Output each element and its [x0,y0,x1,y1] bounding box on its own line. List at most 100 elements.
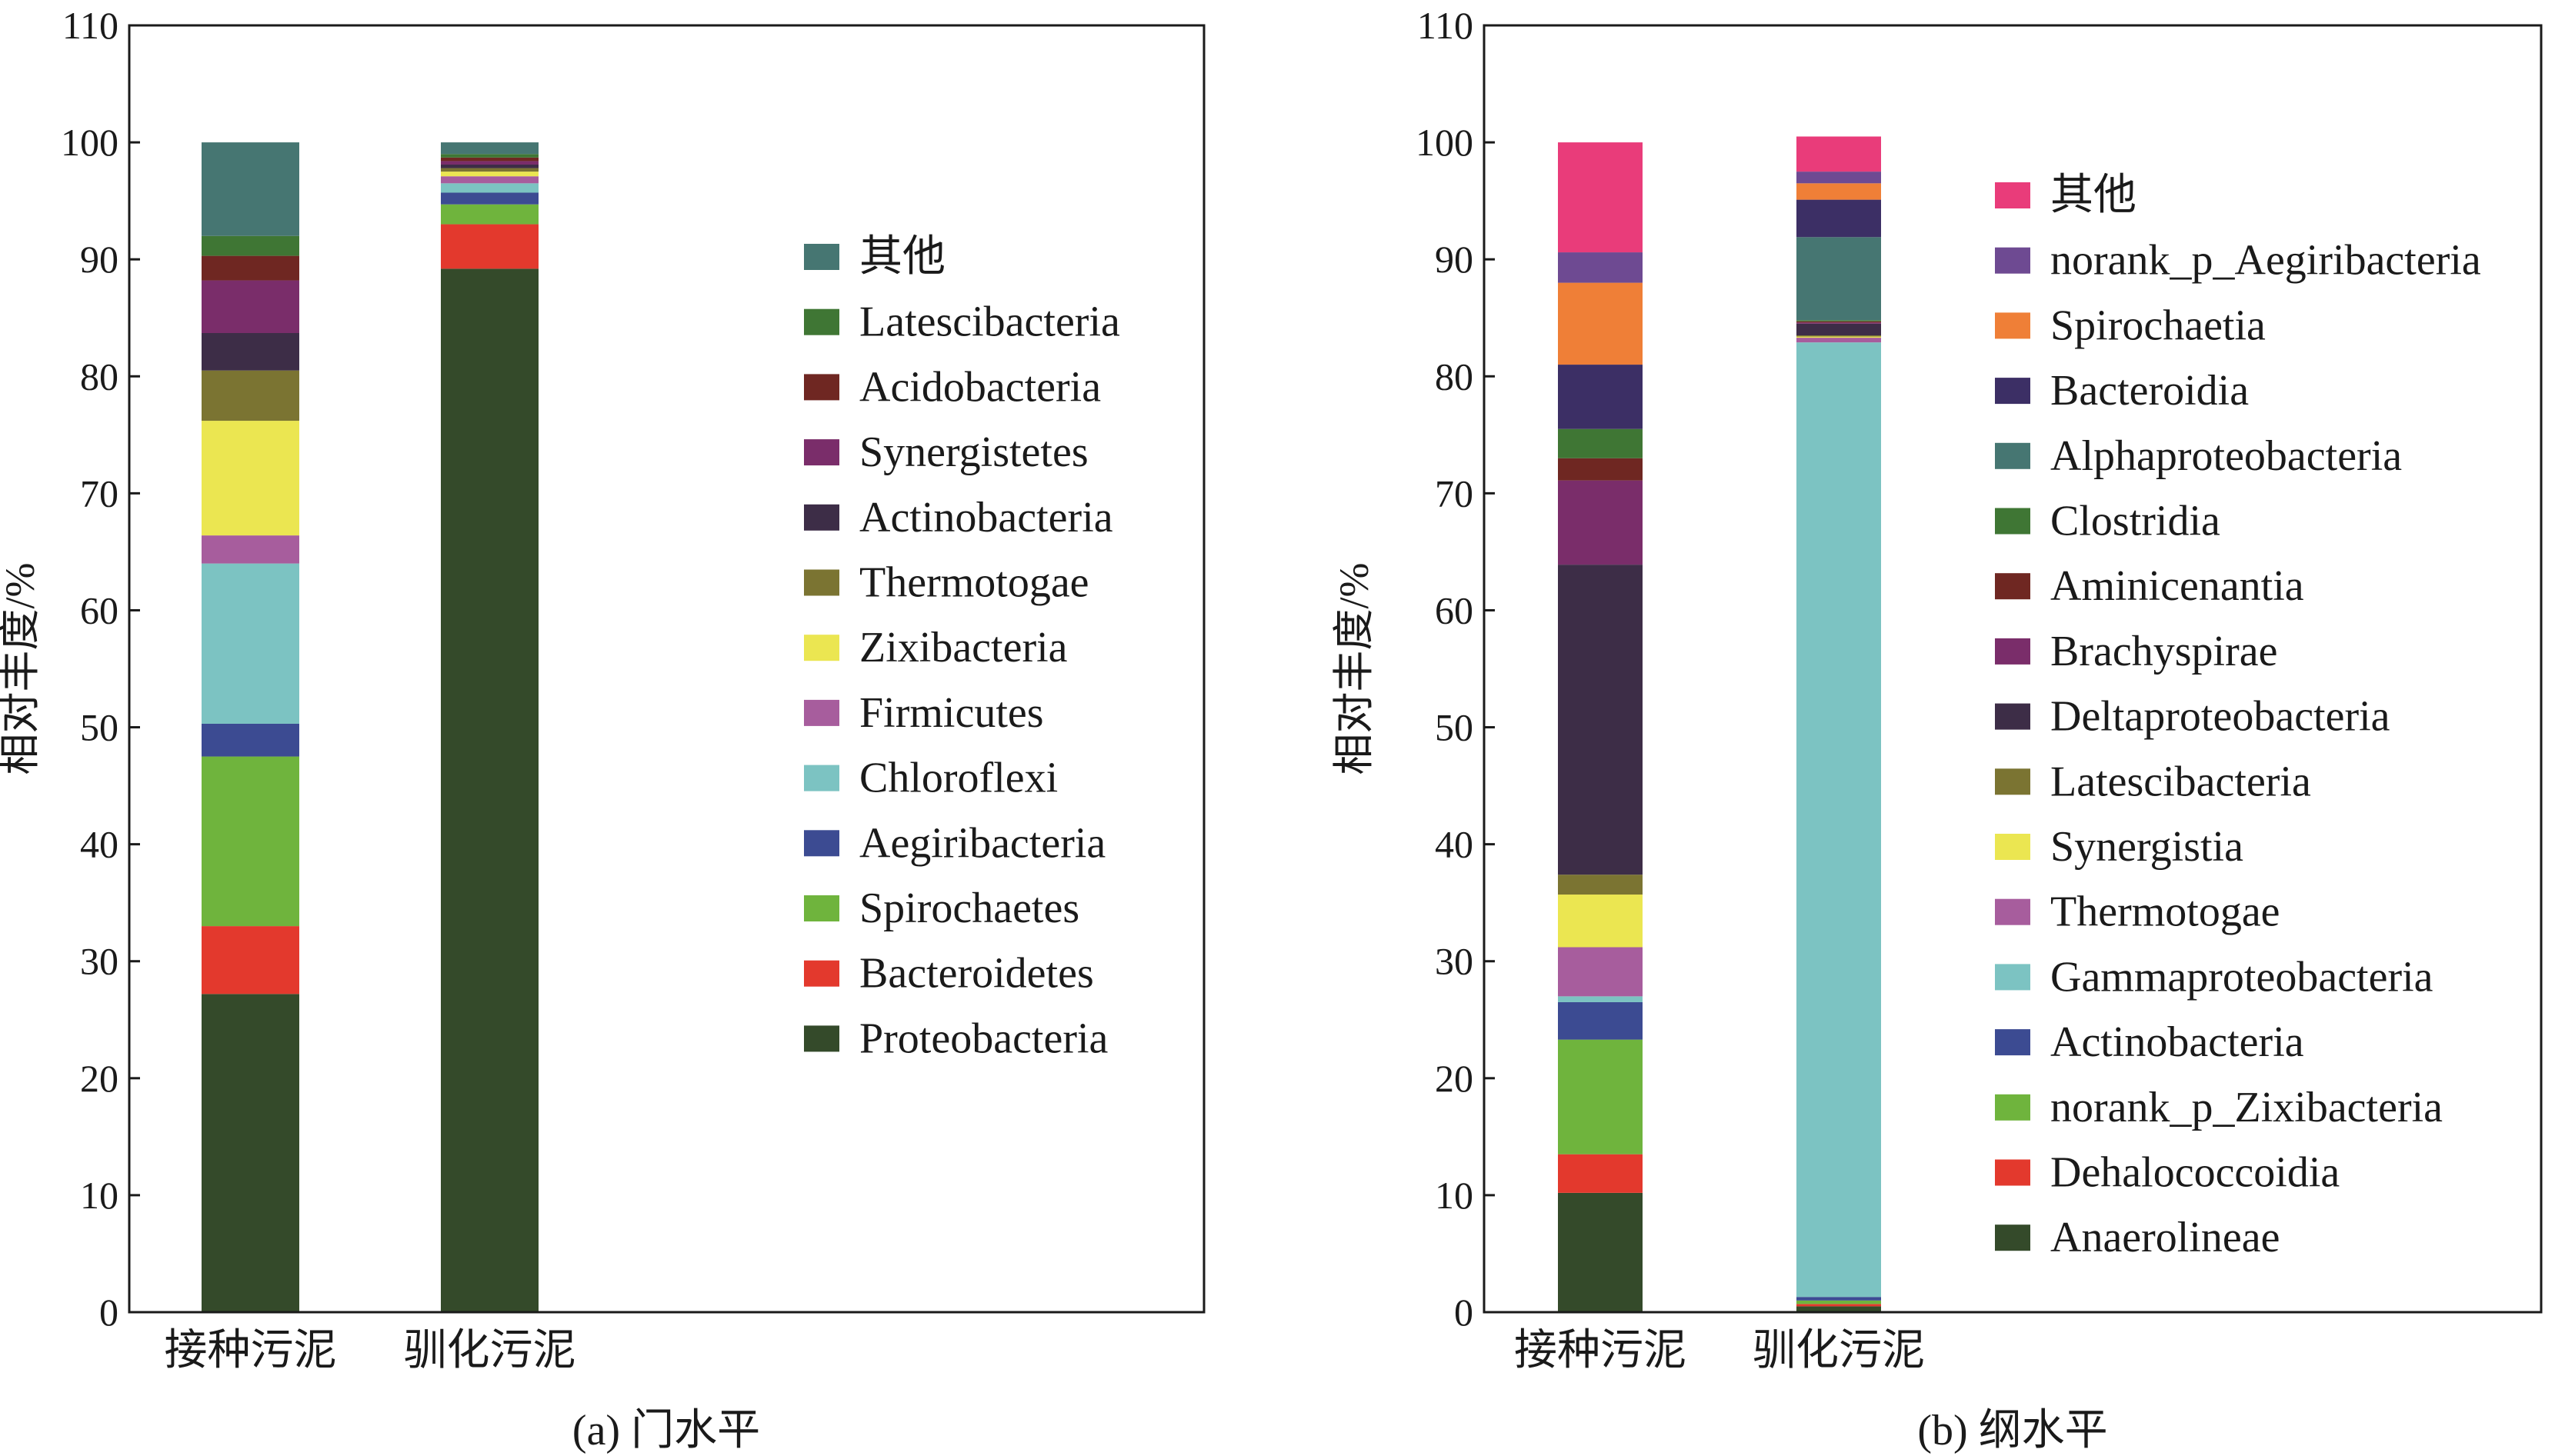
y-tick-label: 100 [1416,121,1473,164]
bar-segment [202,421,299,536]
y-tick-label: 90 [1435,238,1473,281]
bar-segment [441,192,539,205]
bar-segment [202,370,299,421]
legend-label: Synergistetes [859,428,1089,476]
bar-segment [202,535,299,564]
bar-segment [1796,183,1881,200]
bar-segment [202,563,299,724]
x-tick-label: 驯化污泥 [404,1327,576,1374]
legend-label: Deltaproteobacteria [2050,693,2390,741]
legend-swatch [804,569,839,596]
bar-segment [1558,365,1643,429]
bar-segment [441,168,539,172]
bar-segment [1558,1039,1643,1154]
y-tick-label: 70 [80,471,118,515]
bar-segment [1796,338,1881,343]
legend-swatch [1995,638,2030,665]
bar-segment [1558,996,1643,1002]
y-tick-label: 70 [1435,471,1473,515]
legend-label: Alphaproteobacteria [2050,432,2402,480]
legend-swatch [804,699,839,726]
y-tick-label: 110 [62,4,118,47]
legend-label: Acidobacteria [859,363,1101,411]
bar-segment [1558,282,1643,365]
y-tick-label: 50 [1435,706,1473,749]
y-tick-label: 60 [80,588,118,631]
bar-segment [1558,565,1643,875]
bar-segment [441,176,539,184]
legend-label: Proteobacteria [859,1015,1109,1062]
bar-segment [202,235,299,256]
y-axis-label: 相对丰度/% [1331,563,1377,775]
bar-segment [1558,1154,1643,1193]
bar-segment [441,164,539,168]
bar-segment [1558,1192,1643,1312]
legend-swatch [804,635,839,661]
bar-segment [1796,237,1881,321]
bar-segment [1558,458,1643,481]
legend-swatch [1995,442,2030,469]
bar-segment [1558,895,1643,948]
plot-frame [1483,24,2543,1314]
bar-segment [202,332,299,371]
legend-swatch [1995,834,2030,860]
legend-label: 其他 [2050,172,2136,219]
legend-swatch [1995,182,2030,208]
bar-segment [1558,252,1643,283]
bar-segment [1796,1300,1881,1304]
legend-label: norank_p_Aegiribacteria [2050,237,2481,285]
bar-segment [1796,320,1881,322]
panel-caption: (a) 门水平 [572,1407,760,1454]
legend-swatch [804,244,839,270]
legend-swatch [804,308,839,335]
legend-label: Brachyspirae [2050,628,2277,675]
legend-swatch [1995,1224,2030,1251]
legend-swatch [804,1025,839,1052]
legend-label: Actinobacteria [859,494,1113,541]
legend: 其他 norank_p_Aegiribacteria Spirochaetia Bac… [1995,172,2481,1261]
legend-label: Synergistia [2050,823,2243,871]
legend-label: Anaerolineae [2050,1214,2280,1261]
y-tick-label: 90 [80,238,118,281]
y-tick-label: 30 [1435,940,1473,983]
bar-segment [1796,1306,1881,1312]
legend-swatch [804,830,839,857]
legend-swatch [1995,573,2030,600]
bar-segment [1796,136,1881,172]
legend-swatch [1995,964,2030,991]
y-tick-label: 30 [80,940,118,983]
bar-segment [1796,1297,1881,1301]
bar-segment [1796,321,1881,323]
bar-segment [1558,875,1643,895]
bar-segment [1796,172,1881,184]
bar-segment [1796,1304,1881,1307]
legend-swatch [1995,898,2030,925]
legend-swatch [804,374,839,401]
bar-segment [1558,428,1643,458]
y-tick-label: 40 [80,823,118,866]
legend-swatch [804,439,839,466]
legend-swatch [1995,1029,2030,1056]
legend-swatch [1995,703,2030,730]
y-tick-label: 80 [80,355,118,398]
y-tick-label: 60 [1435,588,1473,631]
legend-label: Bacteroidetes [859,950,1094,998]
bar-segment [1558,1001,1643,1040]
legend-label: Aminicenantia [2050,562,2304,610]
y-axis-label: 相对丰度/% [0,563,43,775]
legend-label: Latescibacteria [859,298,1120,346]
legend-label: Dehalococcoidia [2050,1149,2340,1197]
y-tick-label: 10 [80,1174,118,1217]
legend-swatch [1995,1159,2030,1186]
legend-label: Aegiribacteria [859,819,1106,867]
bar-segment [441,268,539,1312]
panel-phylum: 接种污泥 驯化污泥 0 10 20 30 40 50 60 70 80 90 100 110 相对丰度/% 其… [0,4,1206,1454]
legend-label: Gammaproteobacteria [2050,953,2433,1001]
bar-segment [202,142,299,236]
bar-segment [202,280,299,333]
legend-swatch [804,765,839,791]
y-tick-label: 10 [1435,1174,1473,1217]
legend-label: Zixibacteria [859,624,1068,671]
y-tick-label: 40 [1435,823,1473,866]
legend-swatch [804,960,839,987]
